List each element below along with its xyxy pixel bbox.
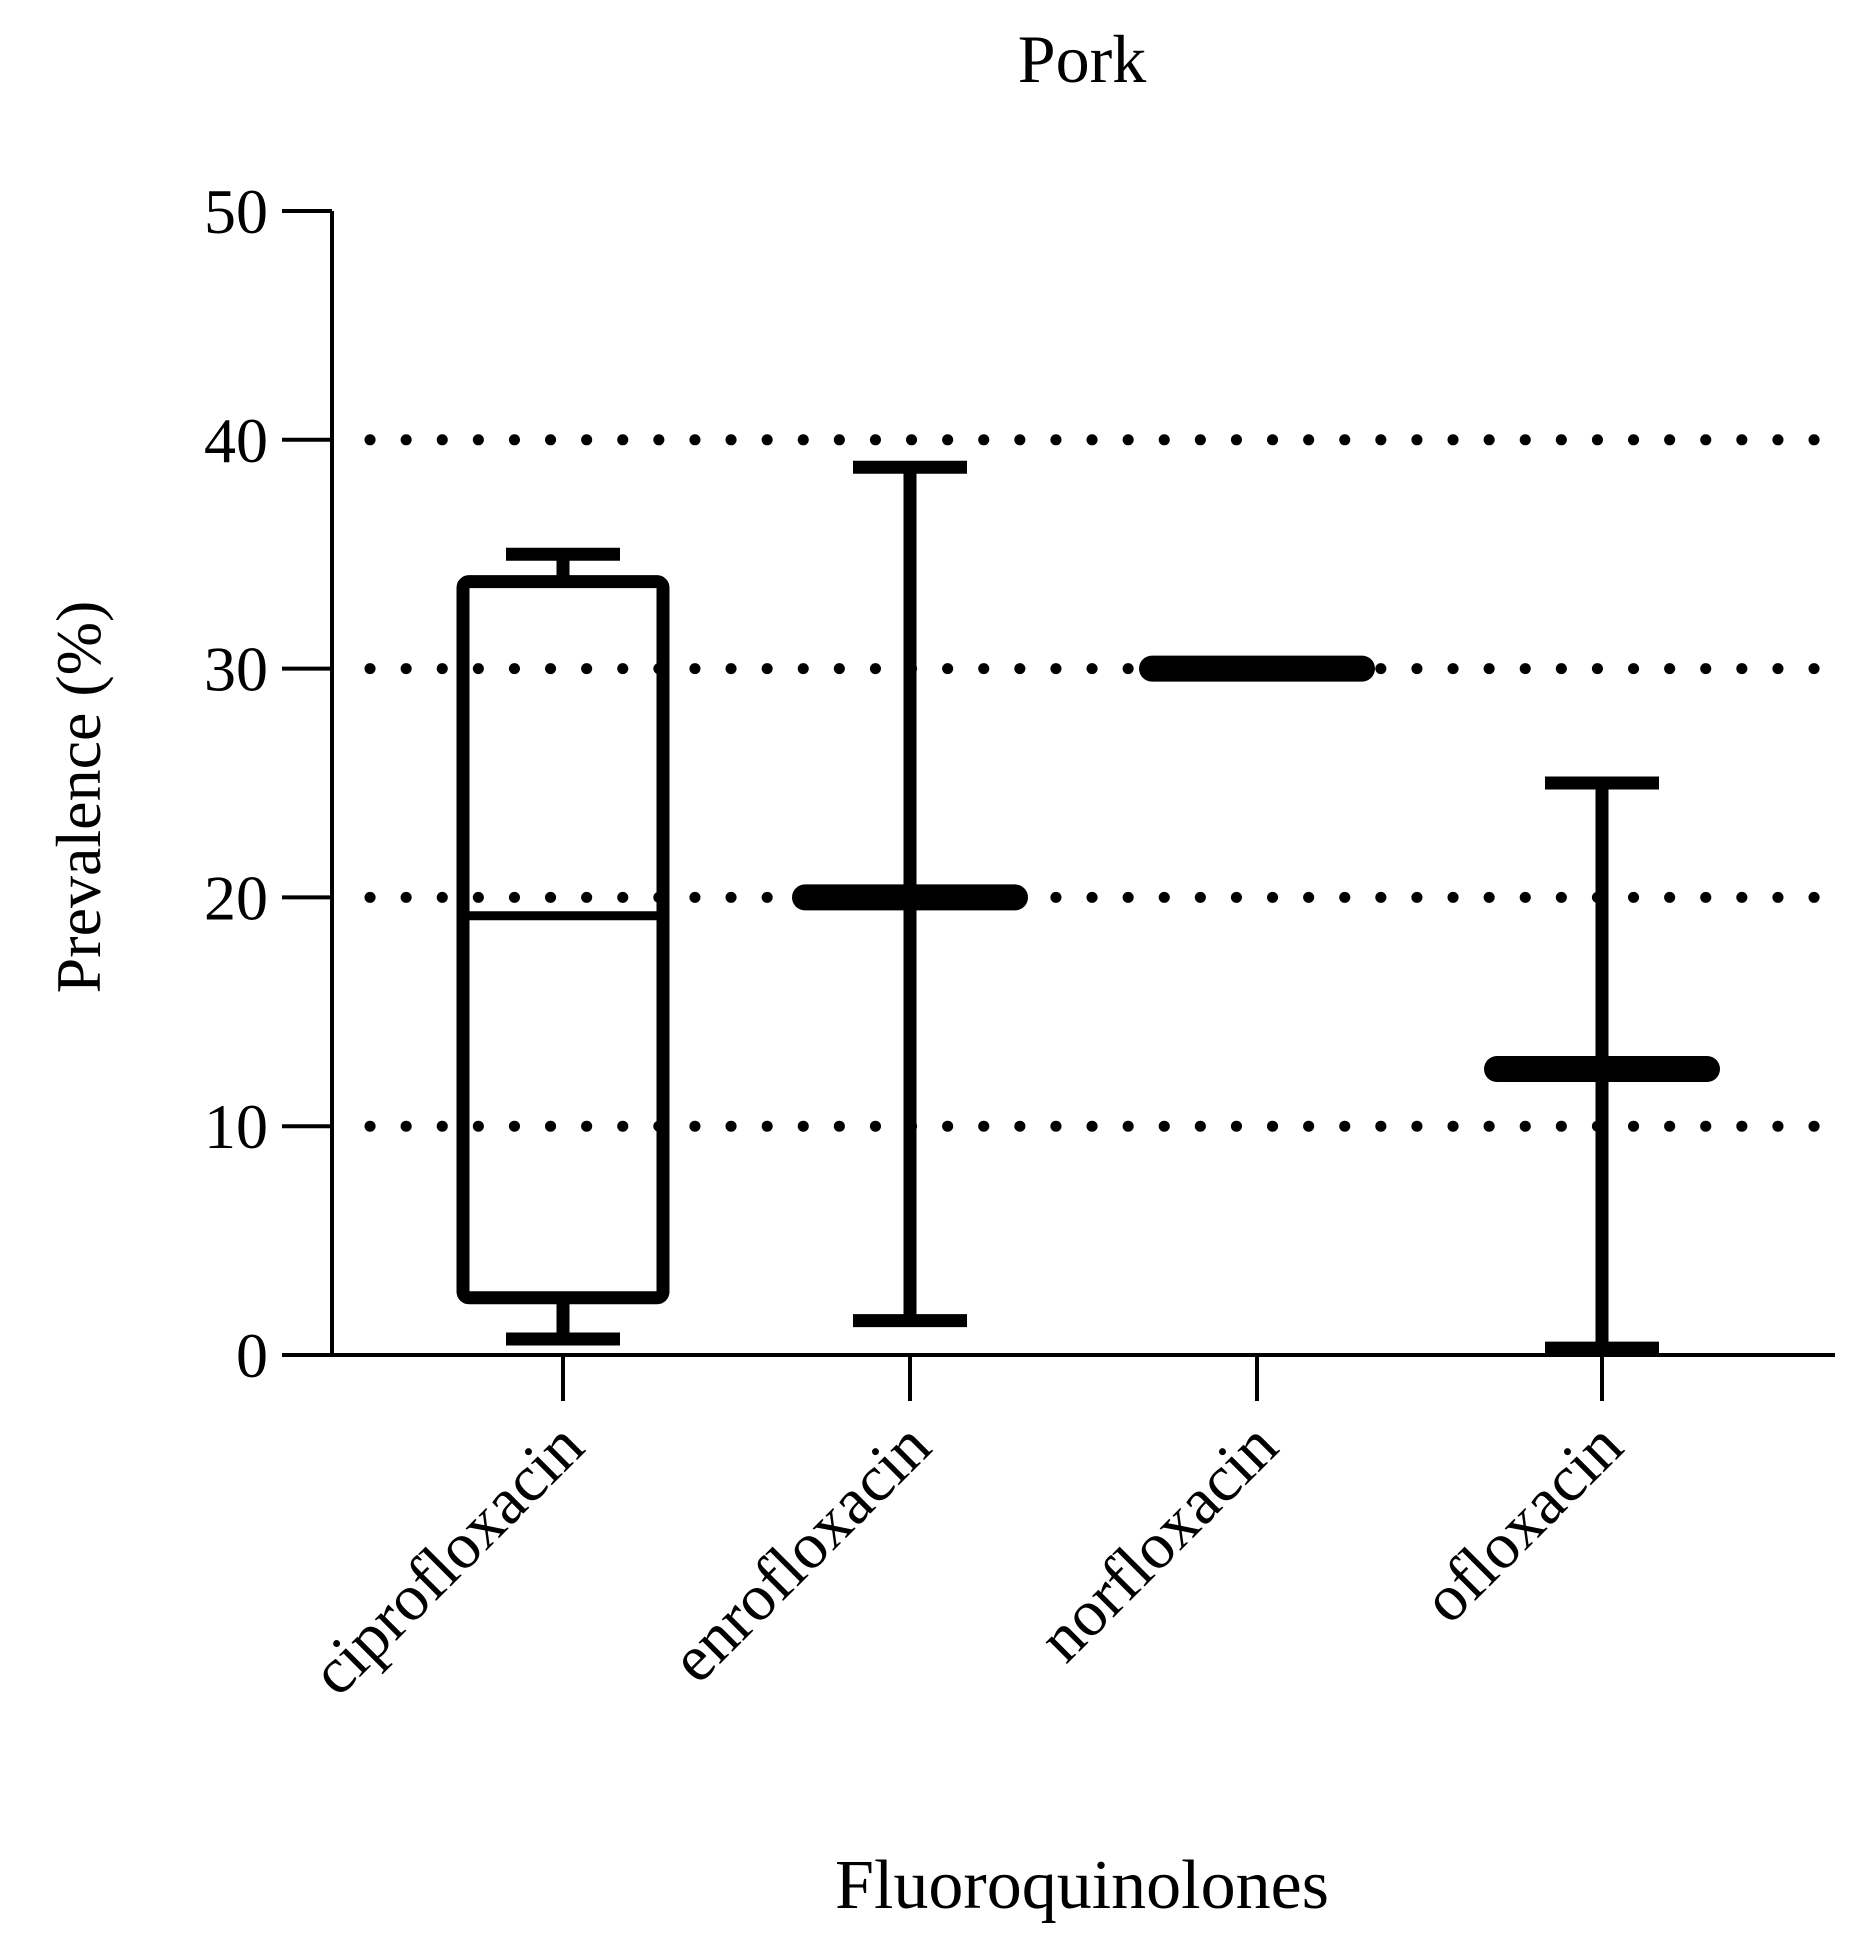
y-axis-label: Prevalence (%) — [43, 601, 114, 994]
box-enrofloxacin — [792, 460, 1028, 1328]
box-ciprofloxacin — [456, 547, 670, 1346]
y-tick-label: 0 — [236, 1320, 268, 1391]
iqr-box — [456, 575, 670, 1305]
y-tick-label: 50 — [204, 176, 268, 247]
boxes — [456, 460, 1720, 1355]
x-axis-label: Fluoroquinolones — [835, 1847, 1329, 1924]
x-tick-label-enrofloxacin: enrofloxacin — [657, 1409, 944, 1696]
tick-labels: 0 10 20 30 40 50 ciprofloxacin enrofloxacin norf… — [204, 176, 1637, 1709]
axes — [282, 209, 1835, 1401]
chart-title: Pork — [1018, 21, 1146, 97]
x-tick-label-norfloxacin: norfloxacin — [1025, 1409, 1292, 1676]
box-ofloxacin — [1484, 776, 1720, 1355]
y-tick-label: 40 — [204, 405, 268, 476]
y-tick-label: 20 — [204, 862, 268, 933]
x-tick-label-ofloxacin: ofloxacin — [1409, 1409, 1637, 1637]
y-tick-label: 30 — [204, 634, 268, 705]
x-tick-label-ciprofloxacin: ciprofloxacin — [297, 1409, 597, 1709]
y-tick-label: 10 — [204, 1091, 268, 1162]
